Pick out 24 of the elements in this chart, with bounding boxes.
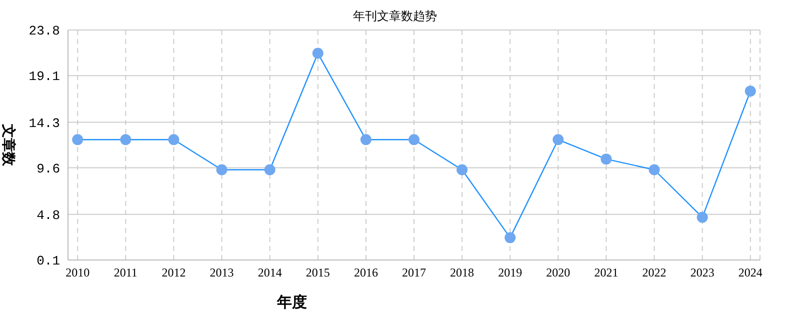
x-tick-label: 2011 (114, 266, 138, 280)
chart-title: 年刊文章数趋势 (352, 8, 438, 25)
x-tick-label: 2010 (66, 266, 90, 280)
x-tick-label: 2015 (306, 266, 330, 280)
x-tick-label: 2019 (498, 266, 522, 280)
x-tick-label: 2014 (258, 266, 282, 280)
x-tick-label: 2021 (594, 266, 618, 280)
x-tick-label: 2018 (450, 266, 474, 280)
y-axis-title: 文章数 (0, 123, 18, 167)
x-tick-label: 2024 (738, 266, 762, 280)
x-tick-label: 2016 (354, 266, 378, 280)
x-tick-label: 2020 (546, 266, 570, 280)
x-axis-title: 年度 (276, 293, 307, 311)
x-tick-label: 2013 (210, 266, 234, 280)
y-tick-label: 9.6 (36, 161, 60, 176)
y-tick-label: 0.1 (36, 254, 60, 269)
y-tick-label: 23.8 (28, 24, 60, 39)
x-tick-label: 2012 (162, 266, 186, 280)
x-tick-label: 2022 (642, 266, 666, 280)
x-tick-label: 2017 (402, 266, 426, 280)
y-tick-label: 4.8 (36, 208, 60, 224)
y-tick-label: 14.3 (28, 116, 60, 131)
y-tick-label: 19.1 (28, 69, 60, 84)
x-tick-label: 2023 (690, 266, 714, 280)
